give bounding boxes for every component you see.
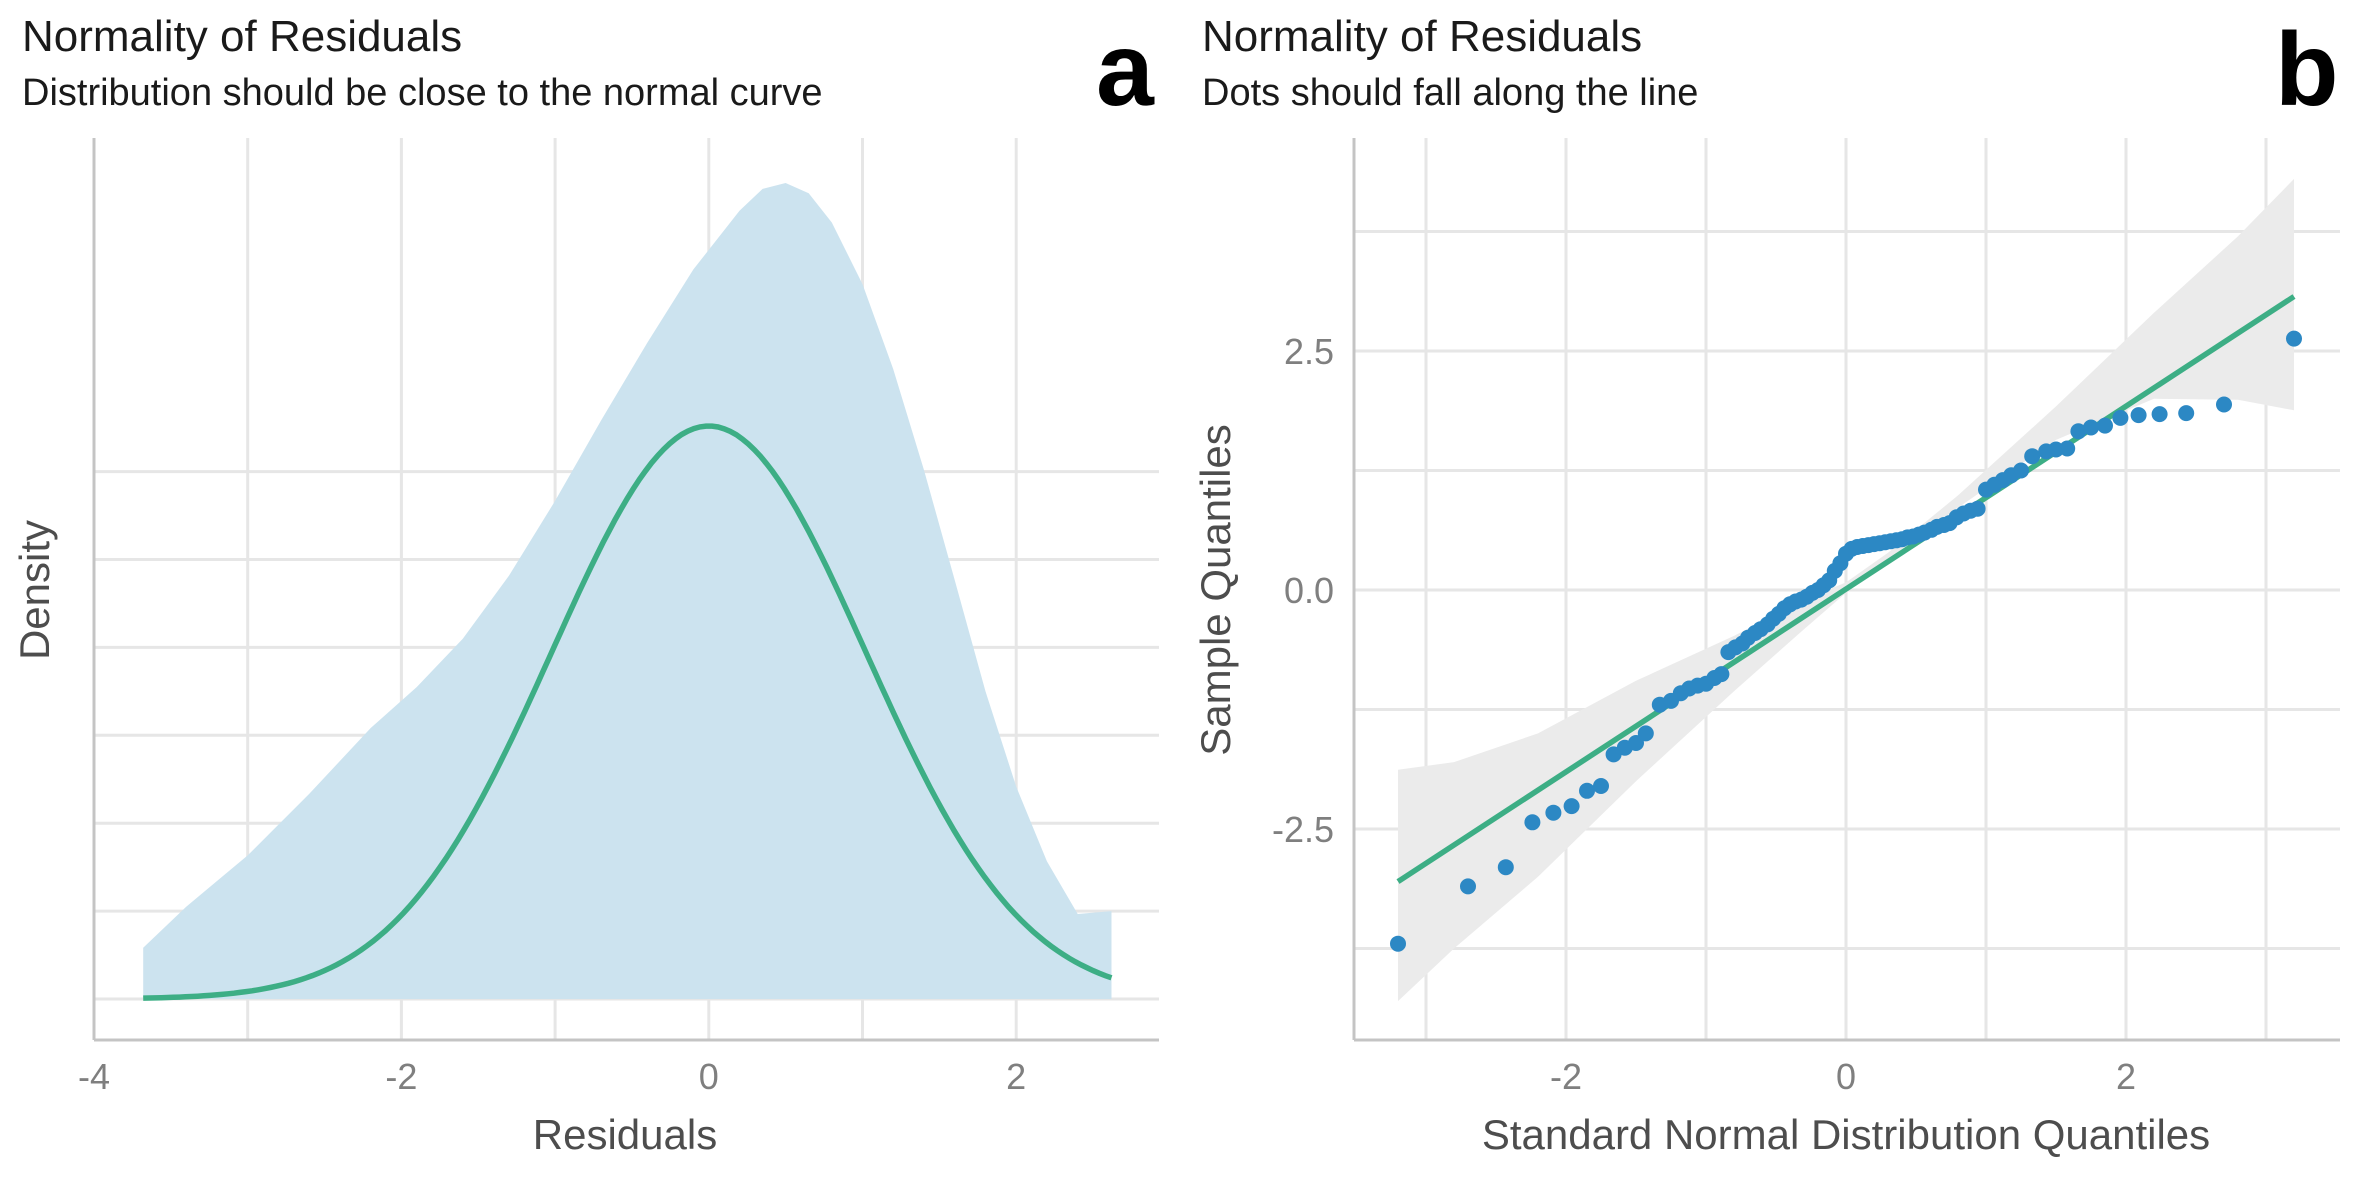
- data-point: [2097, 417, 2113, 434]
- x-tick-label: 2: [1006, 1056, 1026, 1097]
- panel-a: Normality of Residuals Distribution shou…: [11, 12, 1159, 1158]
- data-point: [2151, 406, 2168, 423]
- y-tick-label: -2.5: [1272, 809, 1334, 850]
- x-axis-label: Residuals: [533, 1111, 717, 1158]
- data-points: [1390, 330, 2302, 952]
- x-tick-label: -2: [385, 1056, 417, 1097]
- data-point: [1545, 804, 1562, 821]
- qq-plot: -2 0 2 -2.5 0.0 2.5 Standard Normal Distribu…: [1192, 138, 2340, 1158]
- chart-title: Normality of Residuals: [1202, 12, 1643, 61]
- data-point: [2059, 440, 2076, 457]
- data-point: [1969, 500, 1986, 517]
- x-tick-labels: -2 0 2: [1550, 1056, 2136, 1097]
- data-point: [2178, 405, 2195, 422]
- data-point: [1460, 878, 1476, 895]
- data-point: [1563, 798, 1580, 815]
- density-plot: -4 -2 0 2 Residuals Density: [11, 138, 1159, 1158]
- data-point: [1713, 666, 1730, 683]
- chart-subtitle: Dots should fall along the line: [1202, 72, 1699, 114]
- data-point: [2130, 407, 2147, 424]
- chart-title: Normality of Residuals: [22, 12, 463, 61]
- axes: [92, 138, 1159, 1042]
- x-axis-label: Standard Normal Distribution Quantiles: [1482, 1111, 2210, 1158]
- x-tick-label: 0: [699, 1056, 719, 1097]
- data-point: [1524, 814, 1541, 831]
- x-tick-label: -4: [78, 1056, 110, 1097]
- data-point: [2024, 448, 2041, 465]
- data-point: [1579, 782, 1595, 799]
- normal-curve: [143, 423, 1113, 1001]
- x-tick-labels: -4 -2 0 2: [78, 1056, 1026, 1097]
- panel-tag: b: [2275, 12, 2339, 128]
- x-tick-label: 0: [1836, 1056, 1856, 1097]
- data-point: [2216, 396, 2232, 413]
- y-tick-labels: -2.5 0.0 2.5: [1272, 331, 1334, 850]
- data-point: [1390, 935, 1406, 952]
- x-tick-label: -2: [1550, 1056, 1582, 1097]
- y-tick-label: 0.0: [1284, 570, 1334, 611]
- y-tick-label: 2.5: [1284, 331, 1334, 372]
- data-point: [2070, 423, 2087, 440]
- data-point: [2013, 462, 2029, 479]
- y-axis-label: Density: [11, 520, 58, 660]
- data-point: [1497, 859, 1514, 876]
- axes: [1352, 138, 2340, 1042]
- chart-subtitle: Distribution should be close to the norm…: [22, 72, 823, 114]
- data-point: [1628, 735, 1644, 751]
- reference-line: [1396, 294, 2296, 884]
- data-point: [2286, 330, 2302, 347]
- data-point: [1637, 725, 1654, 742]
- x-tick-label: 2: [2116, 1056, 2136, 1097]
- density-area: [143, 183, 1112, 999]
- panel-b: Normality of Residuals Dots should fall …: [1181, 0, 2362, 1181]
- data-point: [2112, 409, 2129, 426]
- y-axis-label: Sample Quantiles: [1192, 424, 1239, 756]
- panel-tag: a: [1096, 12, 1154, 128]
- data-point: [1593, 778, 1609, 794]
- data-point: [2083, 419, 2099, 436]
